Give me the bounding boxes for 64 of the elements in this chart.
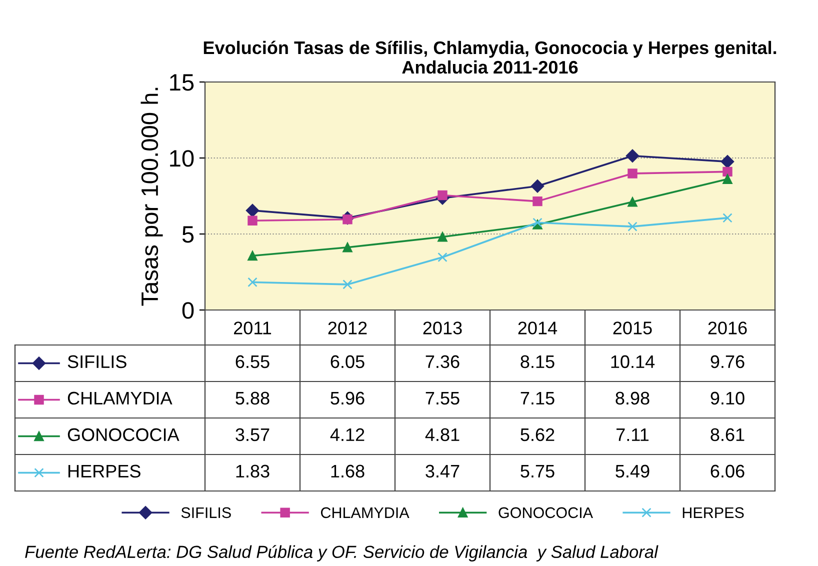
y-tick-label: 15: [170, 74, 194, 91]
x-tick-label: 2014: [518, 322, 558, 334]
point: [722, 174, 732, 184]
data-label: 6.55: [236, 355, 270, 368]
data-label: 7.11: [616, 428, 649, 441]
data-label: 7.55: [426, 392, 460, 405]
legend-label: GONOCOCIA: [68, 428, 180, 442]
point: [438, 252, 448, 262]
data-label: 5.96: [330, 392, 364, 405]
data-label: 3.57: [236, 428, 270, 442]
data-label: 8.61: [710, 428, 744, 442]
text: SIFILIS: [181, 507, 231, 518]
data-label: 4.12: [330, 428, 364, 441]
x-tick-label: 2016: [708, 322, 747, 334]
chart-title: Evolución Tasas de Sífilis, Chlamydia, Gonococia y Herpes genital. Andalucia 2011-2016: [204, 40, 776, 74]
y-tick-label: 0: [182, 302, 194, 319]
point: [628, 222, 638, 232]
data-label: 9.76: [710, 355, 744, 368]
point: [248, 250, 258, 261]
text: GONOCOCIA: [498, 507, 593, 518]
data-label: 5.49: [616, 464, 650, 478]
legend-label: SIFILIS: [68, 355, 126, 368]
data-label: 5.62: [520, 428, 554, 442]
point: [438, 190, 448, 200]
legend-label: CHLAMYDIA: [68, 392, 172, 405]
text: HERPES: [682, 507, 744, 518]
data-label: 6.06: [710, 464, 744, 478]
point: [628, 197, 638, 207]
data-label: 8.15: [520, 355, 554, 368]
point: [532, 196, 542, 206]
x-tick-label: 2015: [613, 322, 652, 334]
y-tick-label: 10: [170, 150, 194, 167]
data-label: 9.10: [710, 392, 744, 405]
data-label: 8.98: [616, 392, 650, 405]
data-label: 7.15: [520, 392, 554, 405]
y-axis-title: Tasas por 100.000 h.: [140, 88, 163, 306]
point: [248, 277, 258, 288]
point: [248, 216, 258, 226]
point: [628, 168, 638, 178]
point: [722, 213, 732, 223]
data-label: 1.83: [236, 464, 270, 478]
point: [246, 204, 260, 218]
legend-label: HERPES: [68, 464, 140, 478]
point: [342, 242, 352, 252]
x-tick-label: 2012: [328, 322, 367, 334]
point: [626, 149, 640, 162]
text: CHLAMYDIA: [320, 507, 410, 518]
data-label: 6.05: [330, 355, 364, 368]
x-tick-label: 2011: [234, 322, 272, 334]
point: [722, 166, 732, 177]
x-tick-label: 2013: [423, 322, 462, 334]
data-label: 4.81: [425, 428, 460, 442]
data-label: 1.68: [331, 464, 364, 478]
data-label: 10.14: [611, 355, 655, 368]
source-note: Fuente RedALerta: DG Salud Pública y OF. Servicio de Vigilancia y Salud Laboral: [25, 545, 658, 562]
y-tick-label: 5: [182, 226, 194, 243]
point: [530, 180, 544, 193]
point: [720, 155, 734, 168]
data-label: 5.75: [520, 464, 554, 478]
data-label: 7.36: [426, 355, 460, 368]
data-label: 3.47: [426, 464, 460, 478]
data-label: 5.88: [236, 392, 270, 405]
point: [342, 280, 352, 290]
point: [438, 232, 448, 242]
